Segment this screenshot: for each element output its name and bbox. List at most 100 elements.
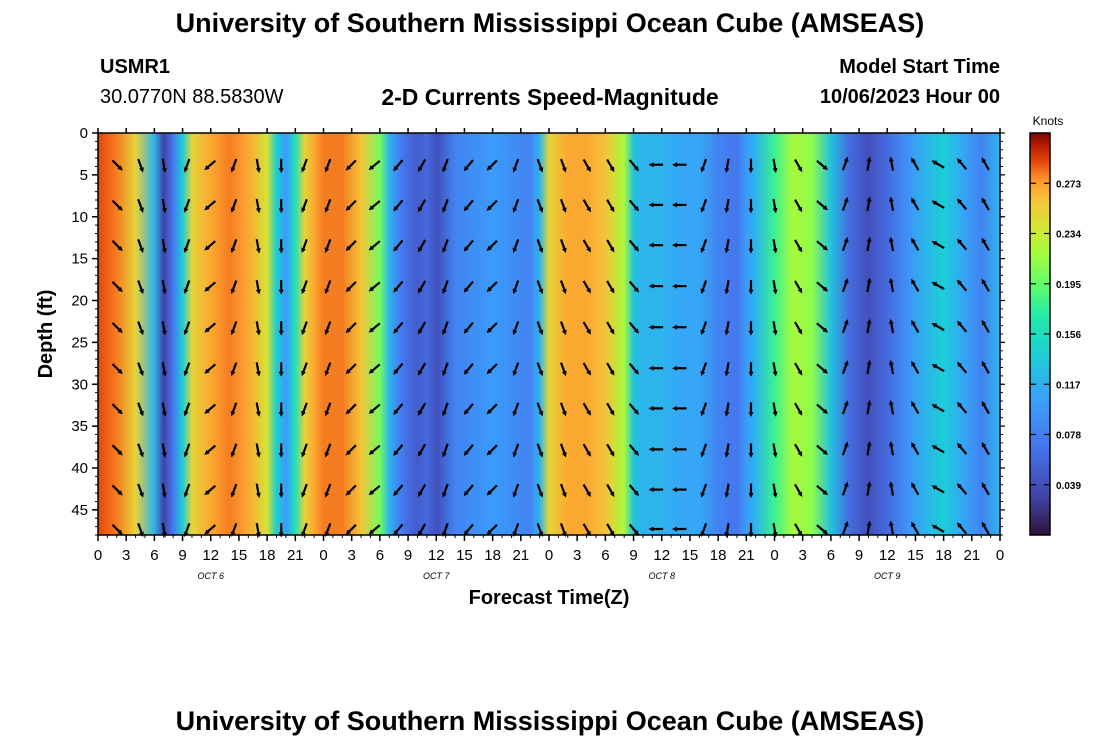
y-tick-label: 40: [71, 460, 88, 477]
x-tick-label: 21: [512, 547, 529, 564]
current-vector: [559, 443, 567, 458]
current-vector: [888, 156, 895, 171]
current-vector: [512, 239, 520, 254]
current-vector: [324, 483, 332, 498]
current-vector: [368, 200, 381, 211]
current-vector: [137, 483, 144, 498]
current-vector: [536, 362, 544, 377]
current-vector: [417, 239, 427, 253]
current-vector: [956, 522, 968, 535]
x-tick-label: 6: [150, 547, 158, 564]
current-vector: [606, 523, 615, 537]
current-vector: [512, 523, 520, 537]
current-vector: [536, 321, 544, 336]
current-vector: [794, 158, 803, 173]
y-axis: 0 5 10 15 20 25 30 35 40 45: [71, 125, 1005, 536]
x-tick-label: 3: [122, 547, 130, 564]
x-tick-label: 18: [259, 547, 276, 564]
current-vector: [345, 240, 357, 252]
current-vector: [512, 402, 520, 417]
current-vector: [536, 198, 544, 213]
current-vector: [486, 363, 498, 375]
y-tick-label: 20: [71, 293, 88, 310]
current-vector: [628, 484, 640, 497]
current-vector: [888, 277, 895, 293]
current-vector: [111, 159, 123, 171]
colorbar-tick-label: 0.117: [1056, 380, 1081, 391]
current-vector: [393, 362, 404, 375]
current-vector: [393, 444, 404, 456]
current-vector: [230, 362, 238, 377]
current-vector: [931, 524, 945, 533]
current-vector: [841, 196, 849, 211]
current-vector: [866, 156, 872, 171]
x-tick-label: 3: [348, 547, 356, 564]
current-vector: [486, 524, 498, 535]
current-vector: [486, 240, 498, 252]
current-vector: [463, 239, 474, 252]
current-vector: [137, 321, 144, 336]
current-vector: [772, 239, 778, 254]
current-vector: [368, 281, 381, 292]
x-tick-label: 6: [827, 547, 835, 564]
current-vector: [981, 237, 990, 251]
current-vector: [888, 196, 895, 211]
current-vector: [606, 280, 615, 294]
current-vector: [582, 321, 591, 335]
current-vector: [255, 402, 261, 417]
current-vector: [255, 158, 261, 174]
current-vector: [536, 158, 544, 173]
y-tick-label: 35: [71, 418, 88, 435]
colorbar-tick-label: 0.273: [1056, 179, 1081, 190]
current-vector: [463, 523, 474, 536]
x-tick-label: 15: [907, 547, 924, 564]
x-tick-label: 12: [879, 547, 896, 564]
current-vector: [442, 158, 449, 173]
current-vector: [772, 443, 778, 458]
current-vector: [700, 321, 708, 336]
current-vector: [183, 158, 191, 173]
current-vector: [161, 239, 167, 254]
current-vector: [956, 279, 968, 292]
current-vector: [183, 443, 191, 458]
current-vector: [536, 443, 544, 458]
current-vector: [866, 520, 872, 536]
station-coordinates: 30.0770N 88.5830W: [100, 86, 284, 108]
current-vector: [606, 483, 615, 497]
current-vector: [417, 402, 427, 416]
current-vector: [324, 239, 332, 254]
current-vector: [301, 280, 308, 295]
x-tick-label: 3: [799, 547, 807, 564]
current-vector: [393, 403, 404, 415]
x-tick-label: 9: [855, 547, 863, 564]
current-vector: [111, 199, 123, 211]
current-vector: [137, 239, 144, 254]
current-vector: [161, 321, 167, 336]
current-vector: [700, 239, 708, 254]
current-vector: [956, 198, 968, 211]
current-vector: [772, 158, 778, 174]
x-tick-label: 15: [231, 547, 248, 564]
x-tick-label: 12: [653, 547, 670, 564]
current-vector: [794, 362, 803, 376]
current-vector: [700, 362, 708, 377]
x-tick-label: 9: [629, 547, 637, 564]
current-vector: [888, 400, 895, 415]
current-vector: [700, 280, 708, 295]
current-vector: [368, 363, 381, 374]
current-vector: [582, 523, 591, 537]
current-vector: [345, 322, 357, 334]
current-vector: [866, 441, 872, 456]
current-vector: [559, 239, 567, 254]
current-vector: [724, 362, 730, 377]
current-vector: [463, 362, 474, 375]
current-vector: [888, 441, 895, 456]
current-vector: [888, 318, 895, 334]
current-vector: [956, 238, 968, 251]
current-vector: [628, 321, 640, 334]
current-vector: [841, 278, 849, 293]
current-vector: [463, 280, 474, 293]
current-vector: [463, 159, 474, 172]
current-vector: [841, 360, 849, 375]
plot-title: 2-D Currents Speed-Magnitude: [381, 84, 719, 110]
